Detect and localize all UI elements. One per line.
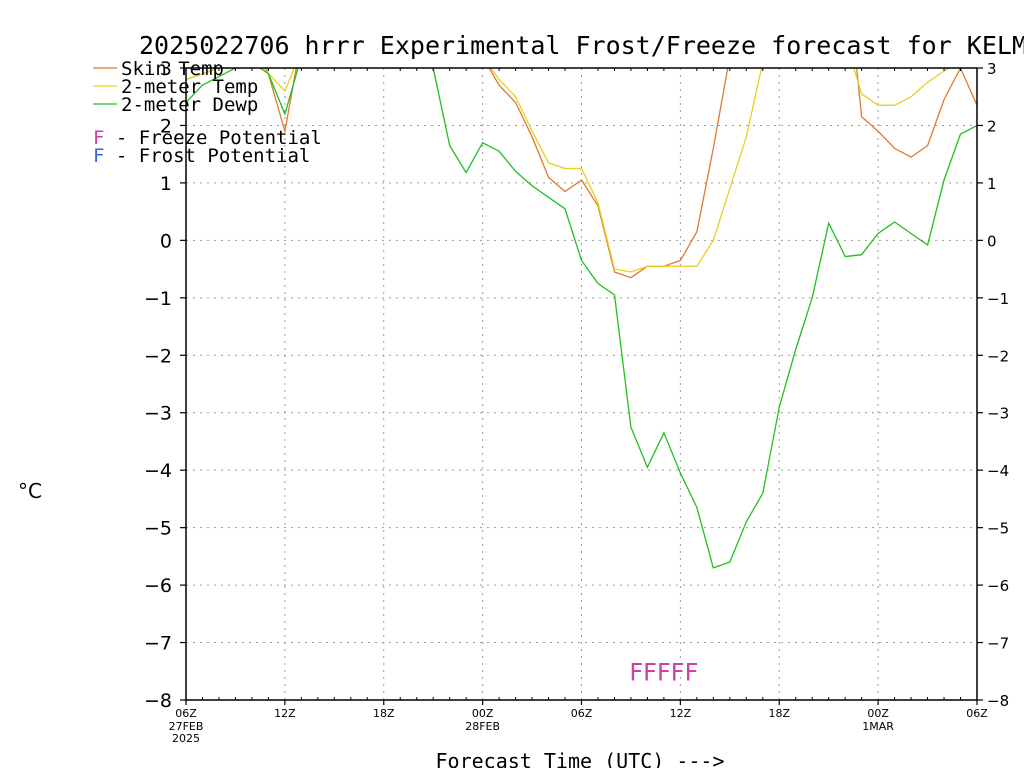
y-tick-label: 0 — [160, 230, 172, 252]
y-tick-label: −4 — [144, 460, 172, 482]
y-tick-label-right: −2 — [987, 347, 1009, 365]
legend-label: 2-meter Dewp — [121, 94, 258, 116]
chart-title: 2025022706 hrrr Experimental Frost/Freez… — [139, 31, 1024, 60]
potential-letter: F — [93, 145, 104, 167]
y-tick-label: −1 — [144, 288, 172, 310]
y-tick-label: −8 — [144, 690, 172, 712]
series-line-2-meter-temp — [186, 68, 951, 273]
series-line-2-meter-dewp — [186, 68, 977, 569]
x-tick-label: 06Z — [571, 707, 593, 720]
y-tick-label-right: 3 — [987, 60, 997, 78]
y-tick-label: 1 — [160, 173, 172, 195]
y-tick-label-right: −5 — [987, 520, 1009, 538]
series-line-skin-temp — [186, 68, 977, 279]
y-tick-label-right: 2 — [987, 117, 997, 135]
y-tick-label-right: −7 — [987, 635, 1009, 653]
legend-label: 2-meter Temp — [121, 76, 258, 98]
y-tick-label-right: 1 — [987, 175, 997, 193]
potential-legend-item: F - Freeze Potential — [93, 127, 322, 149]
series-layer — [186, 68, 977, 569]
x-tick-label: 00Z — [472, 707, 494, 720]
x-tick-label: 18Z — [768, 707, 790, 720]
grid — [186, 68, 977, 700]
y-tick-label-right: −3 — [987, 405, 1009, 423]
y-tick-label-right: 0 — [987, 232, 997, 250]
y-tick-label: 2 — [160, 115, 172, 137]
y-tick-label-right: −8 — [987, 692, 1009, 710]
y-axis-right: 3 2 1 0 −1 −2 −3 −4 −5 −6 −7 −8 — [977, 60, 1009, 710]
x-tick-label: 00Z — [867, 707, 889, 720]
y-tick-label: 3 — [160, 58, 172, 80]
x-tick-label: 18Z — [373, 707, 395, 720]
y-tick-label-right: −1 — [987, 290, 1009, 308]
y-tick-label: −5 — [144, 518, 172, 540]
potential-letter: F — [93, 127, 104, 149]
x-tick-sublabel: 2025 — [172, 732, 200, 745]
x-axis-label: Forecast Time (UTC) ---> — [436, 749, 725, 768]
x-tick-sublabel: 28FEB — [465, 720, 500, 733]
legend-label: Skin Temp — [121, 58, 224, 80]
potential-text: - Freeze Potential — [104, 127, 321, 149]
x-tick-sublabel: 27FEB — [169, 720, 204, 733]
x-tick-label: 06Z — [175, 707, 197, 720]
y-tick-label: −6 — [144, 575, 172, 597]
potential-text: - Frost Potential — [104, 145, 310, 167]
y-axis-label: °C — [18, 479, 42, 503]
y-axis-left: 3 2 1 0 −1 −2 −3 −4 −5 −6 −7 −8 — [144, 58, 186, 712]
y-tick-label-right: −4 — [987, 462, 1009, 480]
freeze-potential-marks: FFFFF — [629, 658, 698, 686]
x-tick-label: 12Z — [274, 707, 296, 720]
y-tick-label: −3 — [144, 403, 172, 425]
x-tick-label: 12Z — [670, 707, 692, 720]
y-tick-label: −7 — [144, 633, 172, 655]
x-tick-label: 06Z — [966, 707, 988, 720]
x-tick-sublabel: 1MAR — [862, 720, 894, 733]
potential-legend-item: F - Frost Potential — [93, 145, 310, 167]
y-tick-label-right: −6 — [987, 577, 1009, 595]
y-tick-label: −2 — [144, 345, 172, 367]
